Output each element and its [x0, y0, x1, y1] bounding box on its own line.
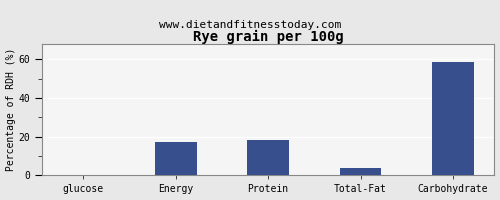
Y-axis label: Percentage of RDH (%): Percentage of RDH (%) — [6, 48, 16, 171]
Text: www.dietandfitnesstoday.com: www.dietandfitnesstoday.com — [159, 20, 341, 30]
Title: Rye grain per 100g: Rye grain per 100g — [193, 30, 344, 44]
Bar — [340, 168, 382, 175]
Bar — [432, 62, 474, 175]
Bar — [155, 142, 196, 175]
Bar — [248, 140, 289, 175]
